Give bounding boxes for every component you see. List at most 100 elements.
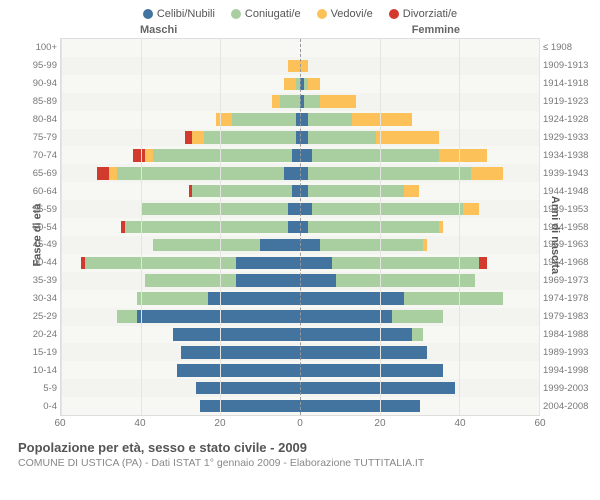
x-tick: 60 xyxy=(54,418,65,429)
seg xyxy=(336,274,475,287)
seg xyxy=(412,328,424,341)
seg xyxy=(320,95,356,108)
legend-label: Divorziati/e xyxy=(403,8,457,20)
bar-female xyxy=(300,346,539,359)
seg xyxy=(97,167,109,180)
seg xyxy=(177,364,300,377)
age-label: 50-54 xyxy=(23,222,57,233)
seg xyxy=(133,149,145,162)
seg xyxy=(300,149,312,162)
birth-label: 1974-1978 xyxy=(543,293,595,304)
bar-female xyxy=(300,78,539,91)
seg xyxy=(109,167,117,180)
seg xyxy=(137,292,209,305)
bar-male xyxy=(61,292,300,305)
seg xyxy=(173,328,300,341)
age-label: 45-49 xyxy=(23,239,57,250)
seg xyxy=(300,203,312,216)
age-label: 40-44 xyxy=(23,257,57,268)
grid-line xyxy=(539,39,540,415)
x-axis: 6040200204060 xyxy=(60,418,540,432)
bar-male xyxy=(61,346,300,359)
birth-label: ≤ 1908 xyxy=(543,42,595,53)
bar-male xyxy=(61,95,300,108)
seg xyxy=(300,131,308,144)
bar-female xyxy=(300,328,539,341)
chart-area: Fasce di età Anni di nascita 100+≤ 19089… xyxy=(0,38,600,432)
bar-male xyxy=(61,221,300,234)
footer-title: Popolazione per età, sesso e stato civil… xyxy=(18,440,582,455)
seg xyxy=(304,95,320,108)
seg xyxy=(145,274,237,287)
birth-label: 1939-1943 xyxy=(543,168,595,179)
seg xyxy=(300,113,308,126)
legend-label: Coniugati/e xyxy=(245,8,301,20)
bar-male xyxy=(61,400,300,413)
seg xyxy=(300,310,392,323)
legend-item: Vedovi/e xyxy=(317,8,373,20)
age-label: 0-4 xyxy=(23,401,57,412)
seg xyxy=(236,257,300,270)
seg xyxy=(312,149,439,162)
seg xyxy=(312,203,463,216)
label-female: Femmine xyxy=(412,24,460,36)
birth-label: 1984-1988 xyxy=(543,329,595,340)
seg xyxy=(300,400,420,413)
age-label: 55-59 xyxy=(23,204,57,215)
birth-label: 1949-1953 xyxy=(543,204,595,215)
bar-female xyxy=(300,113,539,126)
grid-line xyxy=(459,39,460,415)
legend-label: Celibi/Nubili xyxy=(157,8,215,20)
bar-female xyxy=(300,257,539,270)
seg xyxy=(153,239,261,252)
bar-male xyxy=(61,239,300,252)
legend-item: Divorziati/e xyxy=(389,8,457,20)
x-tick: 0 xyxy=(297,418,303,429)
legend: Celibi/Nubili Coniugati/e Vedovi/e Divorzia… xyxy=(0,0,600,24)
bar-female xyxy=(300,310,539,323)
age-label: 95-99 xyxy=(23,60,57,71)
age-label: 70-74 xyxy=(23,150,57,161)
label-male: Maschi xyxy=(140,24,177,36)
seg xyxy=(117,167,284,180)
seg xyxy=(141,203,288,216)
bar-male xyxy=(61,149,300,162)
grid-line xyxy=(220,39,221,415)
age-label: 20-24 xyxy=(23,329,57,340)
seg xyxy=(292,149,300,162)
bar-male xyxy=(61,167,300,180)
bar-male xyxy=(61,113,300,126)
seg xyxy=(376,131,440,144)
seg xyxy=(216,113,232,126)
seg xyxy=(117,310,137,323)
plot: 100+≤ 190895-991909-191390-941914-191885… xyxy=(60,38,540,416)
bar-male xyxy=(61,310,300,323)
gender-labels: Maschi Femmine xyxy=(0,24,600,36)
seg xyxy=(192,185,292,198)
seg xyxy=(463,203,479,216)
seg xyxy=(300,346,427,359)
footer-subtitle: COMUNE DI USTICA (PA) - Dati ISTAT 1° ge… xyxy=(18,457,582,469)
grid-line xyxy=(61,39,62,415)
seg xyxy=(352,113,412,126)
birth-label: 1934-1938 xyxy=(543,150,595,161)
seg xyxy=(332,257,479,270)
legend-swatch xyxy=(143,9,153,19)
bar-male xyxy=(61,364,300,377)
seg xyxy=(320,239,424,252)
bar-female xyxy=(300,60,539,73)
bar-male xyxy=(61,257,300,270)
seg xyxy=(137,310,300,323)
seg xyxy=(192,131,204,144)
birth-label: 1944-1948 xyxy=(543,186,595,197)
x-tick: 20 xyxy=(374,418,385,429)
seg xyxy=(300,364,443,377)
age-label: 30-34 xyxy=(23,293,57,304)
seg xyxy=(208,292,300,305)
bar-female xyxy=(300,203,539,216)
bar-female xyxy=(300,364,539,377)
seg xyxy=(181,346,301,359)
seg xyxy=(300,221,308,234)
x-tick: 60 xyxy=(534,418,545,429)
seg xyxy=(300,257,332,270)
